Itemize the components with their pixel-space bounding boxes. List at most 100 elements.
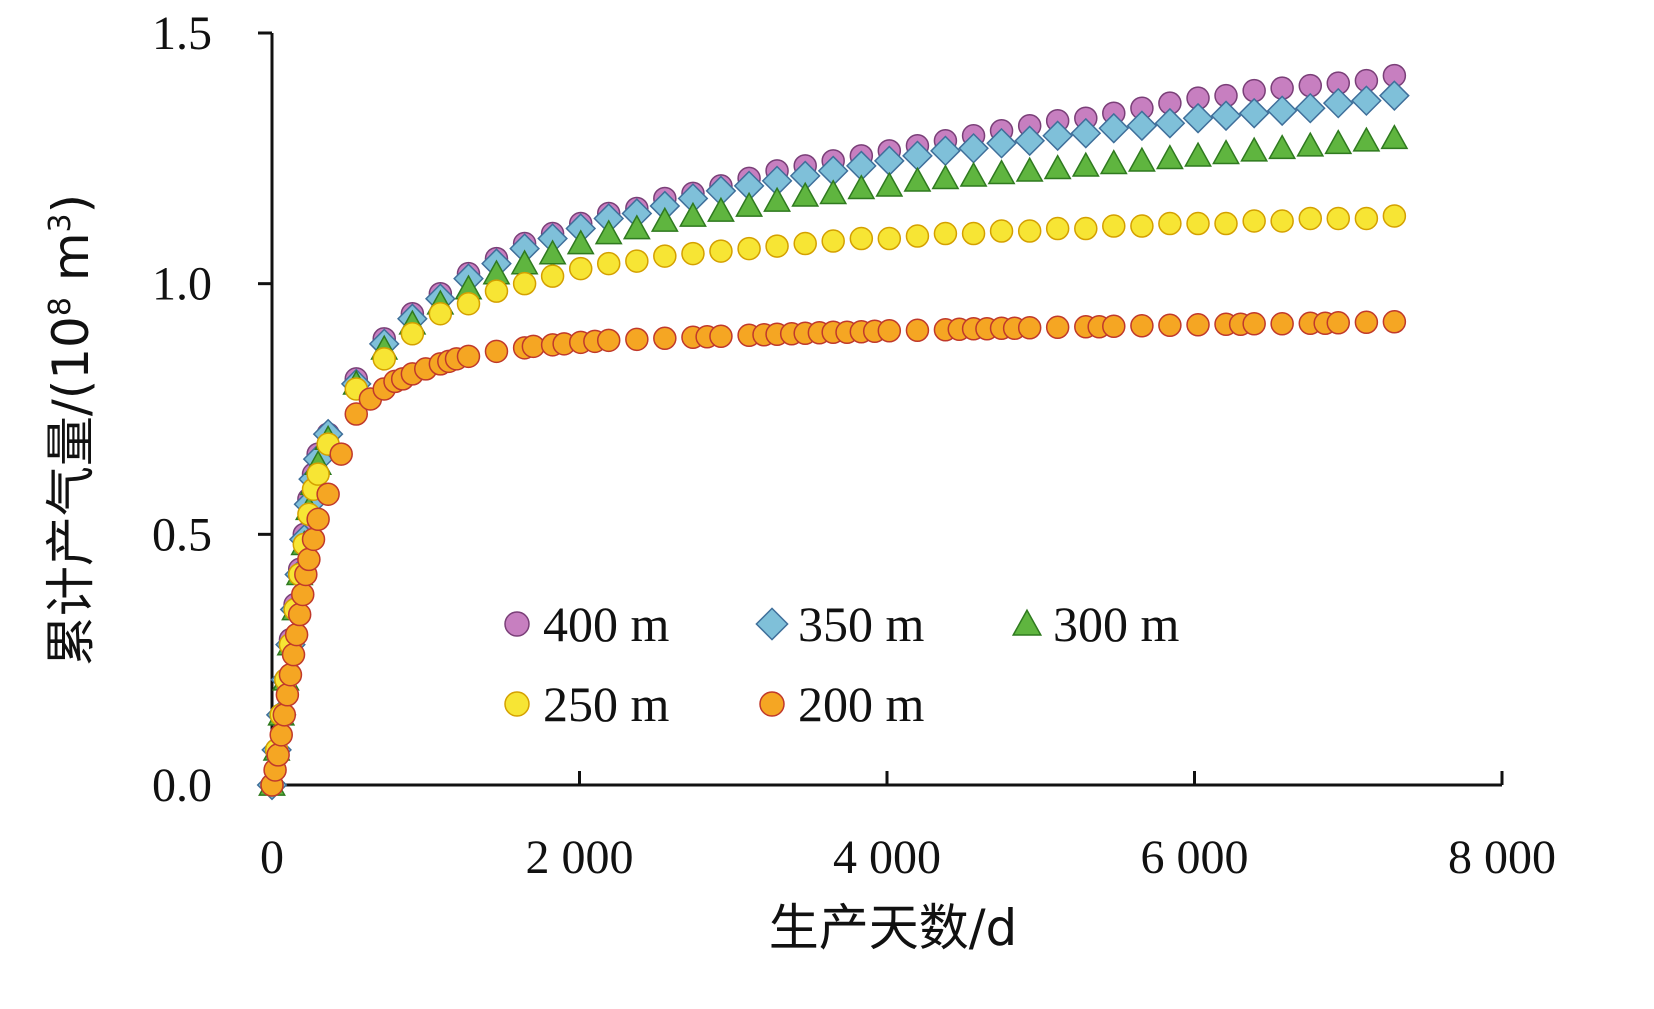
data-point (959, 161, 988, 187)
data-point (1017, 219, 1042, 243)
data-point (344, 402, 369, 426)
data-point (709, 239, 733, 263)
data-point (1270, 312, 1294, 336)
data-point (1015, 156, 1044, 182)
data-point (791, 181, 820, 207)
data-point (849, 226, 874, 251)
data-point (1098, 112, 1130, 144)
legend: 400 m 350 m 300 m 250 m 200 m (504, 596, 1180, 732)
data-point (847, 174, 876, 200)
legend-marker (755, 607, 789, 641)
data-point (596, 328, 621, 353)
data-point (306, 507, 330, 532)
data-point (1240, 136, 1269, 162)
data-point (793, 231, 817, 256)
legend-marker (504, 611, 530, 637)
data-point (933, 221, 958, 246)
data-point (681, 241, 705, 266)
data-point (1074, 216, 1098, 241)
data-point (986, 127, 1017, 159)
data-point (1184, 141, 1212, 167)
y-tick-label: 0.5 (152, 508, 212, 561)
data-point (1382, 310, 1407, 334)
data-point (275, 683, 300, 707)
data-point (1070, 117, 1102, 149)
data-point (1324, 129, 1353, 155)
data-point (1186, 211, 1210, 236)
data-point (931, 164, 960, 190)
data-point (1242, 312, 1266, 336)
data-point (284, 622, 309, 647)
data-point (875, 171, 904, 197)
legend-label: 200 m (798, 676, 925, 732)
data-point (1127, 146, 1156, 172)
data-point (1014, 125, 1046, 157)
data-point (1126, 110, 1158, 142)
data-point (1351, 85, 1382, 117)
data-point (512, 271, 537, 296)
y-axis-title-suffix: ) (42, 194, 100, 214)
data-point (484, 339, 509, 364)
data-point (707, 196, 735, 222)
data-point (763, 186, 791, 212)
data-point (653, 244, 677, 268)
ticks-group: 0.0 0.5 1.0 1.5 0 2 000 4 000 6 000 8 000 (152, 7, 1556, 884)
data-point (1071, 151, 1100, 177)
data-point (1322, 87, 1354, 119)
data-point (1379, 80, 1410, 112)
y-axis-title-mid: m (42, 232, 100, 297)
x-tick-label: 4 000 (833, 831, 941, 884)
data-point (566, 229, 595, 255)
data-point (456, 344, 481, 369)
data-point (372, 347, 396, 371)
data-point (622, 214, 651, 240)
data-point (540, 264, 565, 288)
data-point (538, 239, 567, 265)
data-point (1017, 316, 1042, 340)
data-point (905, 224, 930, 248)
data-point (1130, 314, 1154, 338)
data-point (278, 662, 303, 687)
legend-label: 400 m (543, 596, 670, 652)
data-point (877, 226, 902, 251)
data-point (1212, 139, 1240, 165)
data-point (306, 462, 330, 486)
data-point (1130, 214, 1154, 238)
data-point (1382, 204, 1407, 228)
data-point (1266, 95, 1298, 127)
data-point (1242, 209, 1266, 233)
data-point (456, 291, 481, 316)
data-point (484, 279, 509, 303)
data-point (1045, 216, 1070, 241)
data-point (653, 326, 677, 351)
data-point (679, 201, 707, 227)
data-point (625, 327, 649, 352)
data-point (1380, 124, 1409, 150)
data-point (1158, 211, 1182, 236)
data-point (1158, 313, 1182, 338)
x-axis-title: 生产天数/d (769, 899, 1018, 957)
data-point (1238, 97, 1270, 129)
data-point (329, 442, 353, 466)
data-point (291, 582, 315, 607)
data-point (287, 602, 312, 627)
y-tick-label: 1.5 (152, 7, 212, 60)
data-point (1182, 102, 1214, 134)
data-point (1268, 134, 1297, 160)
data-point (1099, 149, 1128, 175)
data-point (709, 324, 733, 349)
y-axis-title-prefix: 累计产气量/(10 (42, 316, 100, 666)
data-point (266, 743, 290, 767)
data-point (987, 159, 1016, 185)
data-point (961, 221, 986, 246)
x-tick-label: 2 000 (526, 831, 634, 884)
data-point (1045, 315, 1070, 340)
data-point (1102, 214, 1126, 238)
data-point (905, 318, 930, 343)
data-point (316, 482, 340, 506)
data-point (568, 256, 593, 281)
data-point (1354, 206, 1379, 231)
data-point (650, 206, 679, 232)
y-axis-title-sup1: 8 (43, 297, 78, 316)
